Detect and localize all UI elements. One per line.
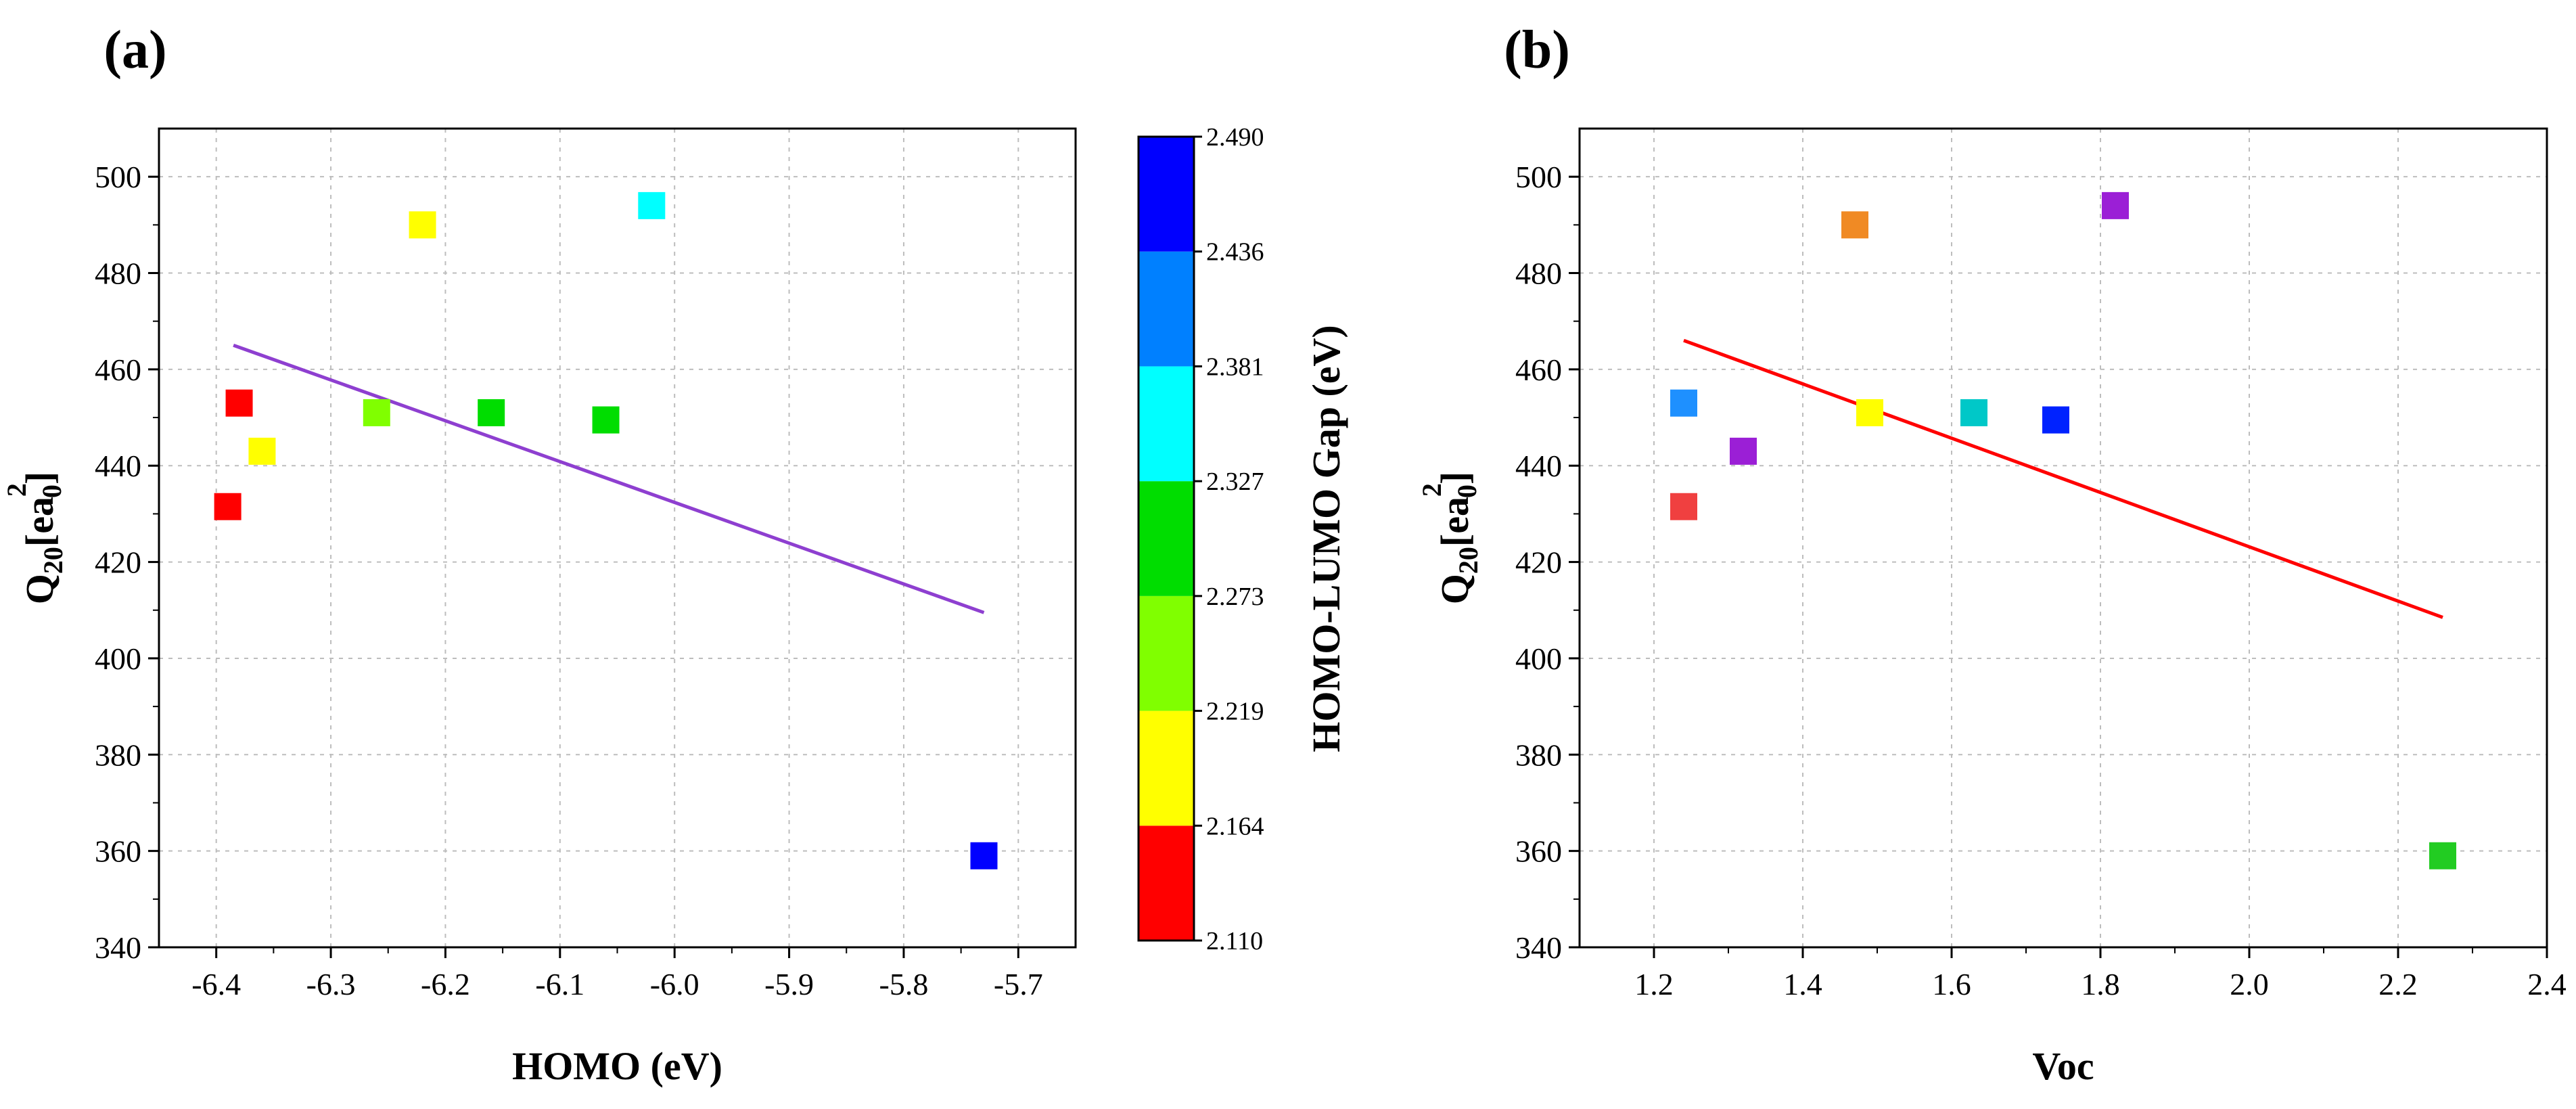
y-tick-label: 460 [1515,353,1562,387]
y-axis-title-part: 20 [1453,547,1484,574]
colorbar-segment [1138,825,1194,941]
y-tick-label: 340 [95,930,141,965]
y-axis-title-part: 2 [1,483,32,497]
panel-label: (a) [104,20,166,80]
x-tick-label: -6.1 [535,967,584,1001]
data-point [2102,191,2129,219]
data-point [1670,493,1697,520]
data-point [1856,399,1883,426]
colorbar-tick-label: 2.327 [1206,468,1264,496]
colorbar-segment [1138,251,1194,367]
x-tick-label: 2.0 [2230,967,2269,1001]
colorbar-frame [1137,135,1195,942]
x-tick-label: -5.9 [764,967,814,1001]
colorbar-segment [1138,710,1194,826]
y-tick-label: 500 [1515,160,1562,194]
data-point [214,493,242,520]
data-point [363,399,390,426]
data-point [248,437,276,465]
data-point [1670,389,1697,417]
y-axis-title-part: [ea [18,497,62,547]
panel-a: (a) -6.4 -6.3 -6.2 -6.1 -6.0 -5.9 -5.8 -5.7 340 36… [1,20,1348,1088]
colorbar-tick-label: 2.381 [1206,353,1264,381]
x-tick-label: -6.3 [306,967,356,1001]
data-point [2042,406,2069,434]
data-point [225,389,253,417]
fit-line [233,343,985,614]
colorbar-tick-label: 2.219 [1206,698,1264,726]
x-axis-title: Voc [2032,1044,2094,1088]
y-axis-title-part: [ea [1433,497,1477,547]
y-tick-label: 440 [95,449,141,483]
x-tick-label: 1.2 [1634,967,1674,1001]
y-tick-label: 500 [95,160,141,194]
x-tick-label: -6.0 [650,967,699,1001]
data-point [1730,437,1757,465]
y-tick-label: 420 [1515,545,1562,580]
panel-label: (b) [1504,20,1570,80]
x-tick-label: 1.8 [2081,967,2120,1001]
y-tick-label: 380 [1515,738,1562,772]
y-tick-label: 380 [95,738,141,772]
y-tick-label: 480 [95,256,141,291]
x-tick-label: 1.4 [1783,967,1822,1001]
x-tick-label: -5.8 [879,967,929,1001]
colorbar-tick-label: 2.273 [1206,583,1264,611]
data-point [478,399,505,426]
y-tick-label: 360 [95,834,141,869]
colorbar-tick-label: 2.110 [1206,927,1263,955]
y-tick-label: 400 [1515,641,1562,676]
data-point [409,211,436,239]
data-point [592,406,620,434]
colorbar: 2.110 2.164 2.219 2.273 2.327 2.381 2.436 2.490… [1137,123,1348,955]
y-axis-title-part: 2 [1417,483,1447,497]
plot-frame [158,127,1077,949]
panel-b: (b) 1.2 1.4 1.6 1.8 2.0 2.2 2.4 340 360 380 400 420 4… [1417,20,2567,1088]
plot-frame [1578,127,2548,949]
data-point [2429,842,2456,869]
y-axis-title-part: 0 [1452,484,1482,498]
data-point [638,191,666,219]
y-tick-label: 420 [95,545,141,580]
colorbar-segment [1138,366,1194,482]
y-tick-label: 460 [95,353,141,387]
colorbar-segment [1138,595,1194,711]
y-axis-title: Q20[ea2 0] [1417,472,1484,605]
data-point [1841,211,1868,239]
y-axis-title-part: Q [18,574,62,604]
y-axis-title-part: 0 [37,484,67,498]
x-tick-label: 2.2 [2378,967,2418,1001]
x-tick-label: -6.4 [191,967,241,1001]
x-axis-title: HOMO (eV) [512,1044,722,1088]
x-tick-label: -6.2 [421,967,470,1001]
colorbar-segment [1138,481,1194,596]
x-tick-label: 2.4 [2527,967,2567,1001]
y-axis-title: Q20[ea2 0] [1,472,68,605]
data-point [1960,399,1987,426]
x-tick-label: -5.7 [994,967,1043,1001]
y-axis-title-part: ] [18,472,62,484]
y-axis-title-part: Q [1433,574,1477,604]
data-point [970,842,998,869]
y-tick-label: 480 [1515,256,1562,291]
y-tick-label: 440 [1515,449,1562,483]
colorbar-title: HOMO-LUMO Gap (eV) [1304,325,1348,752]
x-tick-label: 1.6 [1932,967,1971,1001]
y-tick-label: 400 [95,641,141,676]
y-axis-title-part: ] [1433,472,1477,484]
colorbar-tick-label: 2.164 [1206,812,1264,840]
colorbar-segment [1138,137,1194,252]
y-tick-label: 360 [1515,834,1562,869]
colorbar-tick-label: 2.490 [1206,123,1264,152]
fit-line [1683,338,2443,619]
y-axis-title-part: 20 [38,547,68,574]
y-tick-label: 340 [1515,930,1562,965]
colorbar-tick-label: 2.436 [1206,238,1264,267]
